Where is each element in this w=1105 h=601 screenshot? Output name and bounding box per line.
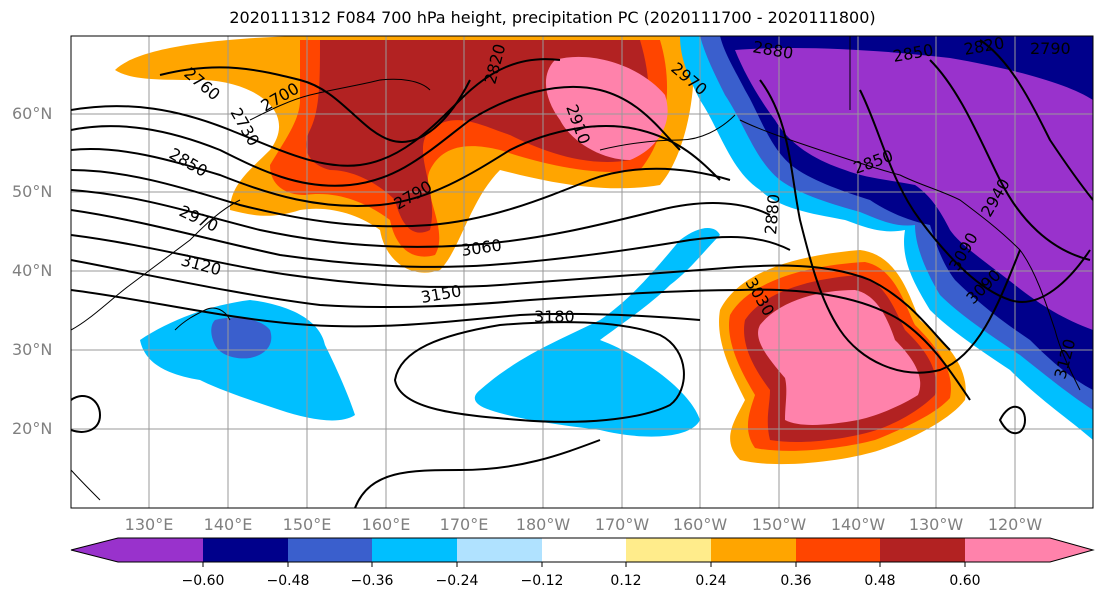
lon-label: 150°W <box>751 515 807 534</box>
colorbar-bin <box>711 538 796 562</box>
lat-label: 40°N <box>12 261 53 280</box>
colorbar-bin <box>542 538 626 562</box>
lon-label: 170°W <box>594 515 650 534</box>
colorbar-tick-label: 0.36 <box>780 573 812 589</box>
lat-label: 20°N <box>12 419 53 438</box>
lat-label: 50°N <box>12 182 53 201</box>
precip-positive-region-west-peak <box>545 56 668 160</box>
colorbar-bin <box>965 538 1050 562</box>
colorbar-tick-label: 0.60 <box>949 573 981 589</box>
colorbar-tick-label: −0.60 <box>181 573 225 589</box>
coastlines <box>71 36 1081 501</box>
colorbar-tick-label: −0.12 <box>520 573 564 589</box>
precip-negative-region-west <box>140 300 355 421</box>
colorbar-bin <box>203 538 288 562</box>
colorbar-tick-label: 0.12 <box>610 573 642 589</box>
colorbar-bin <box>796 538 880 562</box>
lat-label: 60°N <box>12 104 53 123</box>
lat-label: 30°N <box>12 340 53 359</box>
colorbar-tick-label: −0.24 <box>435 573 479 589</box>
lon-label: 160°W <box>672 515 728 534</box>
precip-negative-region-east-core <box>735 47 1093 330</box>
lon-label: 160°E <box>361 515 411 534</box>
colorbar-tick-label: −0.36 <box>350 573 394 589</box>
map-title: 2020111312 F084 700 hPa height, precipit… <box>229 8 876 27</box>
colorbar-bin <box>288 538 372 562</box>
colorbar-bin <box>372 538 457 562</box>
contour-label: 2880 <box>761 193 783 235</box>
colorbar-bin <box>457 538 542 562</box>
height-contours <box>71 39 1093 508</box>
contour-label: 3180 <box>534 307 575 326</box>
colorbar <box>70 537 1095 567</box>
map-frame <box>70 35 1094 509</box>
lon-label: 180°W <box>515 515 571 534</box>
colorbar-bin <box>118 538 203 562</box>
colorbar-extend-high <box>1050 538 1093 562</box>
colorbar-bin <box>626 538 711 562</box>
lon-label: 130°E <box>124 515 174 534</box>
contour-label: 2790 <box>1030 39 1071 58</box>
precip-positive-region-east-peak <box>758 290 921 425</box>
lon-label: 150°E <box>282 515 332 534</box>
lon-label: 140°W <box>830 515 886 534</box>
colorbar-tick-label: 0.48 <box>864 573 896 589</box>
colorbar-extend-low <box>71 538 118 562</box>
lon-label: 120°W <box>987 515 1043 534</box>
lon-label: 170°E <box>439 515 489 534</box>
colorbar-tick-label: −0.48 <box>266 573 310 589</box>
colorbar-tick-label: 0.24 <box>695 573 727 589</box>
colorbar-bin <box>880 538 965 562</box>
lon-label: 130°W <box>908 515 964 534</box>
precip-negative-band <box>474 228 720 437</box>
lon-label: 140°E <box>203 515 253 534</box>
precip-negative-region-west-mid <box>211 317 272 359</box>
map-gridlines <box>71 36 1093 508</box>
